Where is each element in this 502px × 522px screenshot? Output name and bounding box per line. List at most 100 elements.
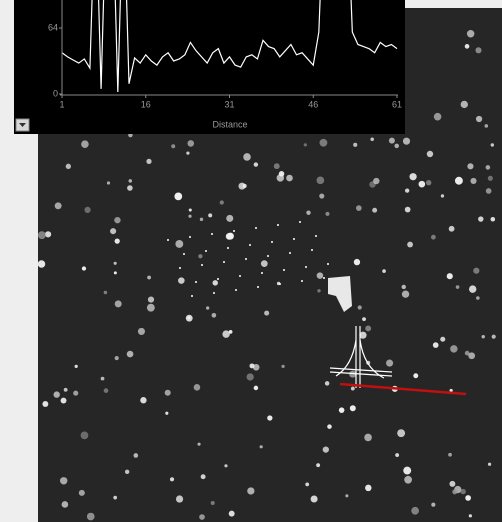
particle [147, 276, 151, 280]
particle [264, 311, 269, 316]
particle [114, 271, 117, 274]
particle [186, 152, 189, 155]
particle [189, 209, 192, 212]
grid-dot [205, 250, 207, 252]
y-tick-label: 0 [53, 88, 58, 98]
particle [171, 144, 175, 148]
particle [478, 216, 483, 221]
particle [227, 233, 234, 240]
particle [62, 501, 69, 508]
particle [365, 485, 371, 491]
particle [491, 143, 494, 146]
particle [147, 304, 155, 312]
particle [350, 405, 356, 411]
particle [104, 388, 109, 393]
particle [140, 397, 146, 403]
particle [403, 138, 410, 145]
particle [175, 240, 183, 248]
particle [486, 165, 491, 170]
particle [286, 175, 293, 182]
grid-dot [289, 252, 291, 254]
grid-dot [279, 283, 281, 285]
grid-dot [223, 261, 225, 263]
particle [320, 139, 328, 147]
particle [403, 467, 411, 475]
particle [405, 188, 409, 192]
particle [467, 30, 474, 37]
particle [345, 494, 348, 497]
grid-dot [293, 238, 295, 240]
grid-dot [245, 258, 247, 260]
particle [455, 177, 463, 185]
particle [433, 342, 439, 348]
particle [353, 143, 357, 147]
particle [475, 47, 481, 53]
particle [211, 501, 215, 505]
particle [115, 300, 122, 307]
particle [226, 215, 233, 222]
particle [465, 44, 470, 49]
grid-dot [249, 244, 251, 246]
particle [407, 242, 413, 248]
particle [81, 431, 89, 439]
particle [176, 495, 183, 502]
particle [247, 487, 254, 494]
particle [304, 143, 307, 146]
particle [491, 217, 496, 222]
particle [110, 228, 116, 234]
particle [261, 260, 268, 267]
grid-dot [257, 286, 259, 288]
particle [82, 266, 86, 270]
particle [146, 159, 151, 164]
particle [358, 305, 362, 309]
particle [127, 185, 133, 191]
grid-dot [179, 267, 181, 269]
particle [470, 178, 476, 184]
particle [113, 496, 117, 500]
particle [64, 388, 68, 392]
particle [194, 384, 201, 391]
x-tick-label: 16 [141, 99, 151, 109]
particle [224, 464, 227, 467]
particle [397, 429, 405, 437]
particle [485, 124, 489, 128]
particle [447, 273, 453, 279]
particle [114, 217, 120, 223]
particle [60, 477, 67, 484]
particle [87, 513, 95, 521]
particle [389, 138, 395, 144]
particle [128, 179, 132, 183]
particle [317, 177, 325, 185]
particle [213, 280, 218, 285]
particle [254, 162, 258, 166]
particle [54, 391, 60, 397]
particle [405, 207, 411, 213]
grid-dot [271, 241, 273, 243]
particle [469, 285, 476, 292]
particle [220, 200, 224, 204]
particle [281, 365, 284, 368]
particle [325, 381, 329, 385]
particle [212, 313, 217, 318]
particle [306, 211, 310, 215]
particle [45, 231, 51, 237]
particle [104, 291, 107, 294]
particle [323, 446, 329, 452]
particle [441, 194, 444, 197]
particle [229, 511, 235, 517]
grid-dot [277, 224, 279, 226]
particle [267, 415, 272, 420]
particle [73, 391, 78, 396]
particle [107, 181, 110, 184]
particle [395, 453, 399, 457]
particle [351, 387, 355, 391]
particle [174, 193, 182, 201]
particle [165, 412, 168, 415]
particle [127, 351, 134, 358]
particle [473, 268, 479, 274]
particle [316, 463, 320, 467]
grid-dot [261, 272, 263, 274]
particle [243, 153, 251, 161]
grid-dot [239, 275, 241, 277]
particle [476, 116, 482, 122]
